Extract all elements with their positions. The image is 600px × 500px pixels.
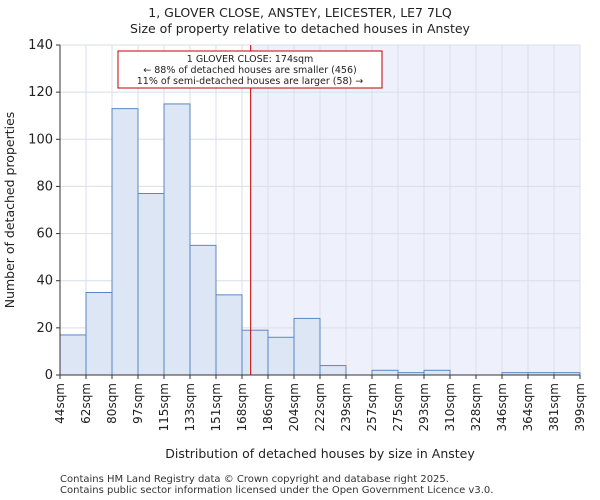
x-tick-label: 44sqm <box>53 383 67 424</box>
x-tick-label: 257sqm <box>365 383 379 431</box>
x-tick-label: 168sqm <box>235 383 249 431</box>
x-tick-label: 151sqm <box>209 383 223 431</box>
histogram-bar <box>319 365 347 376</box>
y-tick-label: 120 <box>28 85 53 100</box>
y-tick-label: 0 <box>45 368 53 383</box>
x-tick-label: 133sqm <box>183 383 197 431</box>
histogram-bar <box>215 294 243 376</box>
y-tick-label: 40 <box>36 274 53 289</box>
histogram-bar <box>423 369 451 376</box>
histogram-bar <box>163 103 191 376</box>
annotation-line: ← 88% of detached houses are smaller (45… <box>143 65 356 76</box>
x-tick-label: 328sqm <box>469 383 483 431</box>
footer-copyright: Contains HM Land Registry data © Crown c… <box>60 474 449 485</box>
histogram-bar <box>293 317 321 376</box>
x-tick-label: 364sqm <box>521 383 535 431</box>
y-tick-label: 60 <box>36 227 53 242</box>
annotation-box <box>117 50 383 89</box>
x-tick-label: 115sqm <box>157 383 171 431</box>
y-tick-label: 80 <box>36 179 53 194</box>
histogram-bar <box>59 334 87 376</box>
x-tick-label: 310sqm <box>443 383 457 431</box>
x-tick-label: 62sqm <box>79 383 93 424</box>
histogram-bar <box>267 336 295 376</box>
x-tick-label: 275sqm <box>391 383 405 431</box>
annotation-line: 1 GLOVER CLOSE: 174sqm <box>187 54 314 65</box>
histogram-bar <box>241 329 269 376</box>
y-tick-label: 140 <box>28 38 53 53</box>
chart-subtitle: Size of property relative to detached ho… <box>130 21 470 36</box>
x-tick-label: 399sqm <box>573 383 587 431</box>
histogram-bar <box>371 369 399 376</box>
x-tick-label: 239sqm <box>339 383 353 431</box>
y-axis-label: Number of detached properties <box>2 112 17 309</box>
x-tick-label: 381sqm <box>547 383 561 431</box>
annotation-line: 11% of semi-detached houses are larger (… <box>137 76 364 87</box>
x-tick-label: 97sqm <box>131 383 145 424</box>
chart-title: 1, GLOVER CLOSE, ANSTEY, LEICESTER, LE7 … <box>148 5 452 20</box>
x-tick-label: 346sqm <box>495 383 509 431</box>
x-tick-label: 186sqm <box>261 383 275 431</box>
y-tick-label: 100 <box>28 132 53 147</box>
x-tick-label: 80sqm <box>105 383 119 424</box>
footer-licence: Contains public sector information licen… <box>60 485 494 496</box>
histogram-bar <box>85 292 113 376</box>
x-tick-label: 293sqm <box>417 383 431 431</box>
x-axis-label: Distribution of detached houses by size … <box>165 446 475 461</box>
histogram-bar <box>111 108 139 376</box>
histogram-bar <box>137 193 165 376</box>
y-tick-label: 20 <box>36 321 53 336</box>
x-tick-label: 204sqm <box>287 383 301 431</box>
x-tick-label: 222sqm <box>313 383 327 431</box>
histogram-bar <box>189 244 217 376</box>
